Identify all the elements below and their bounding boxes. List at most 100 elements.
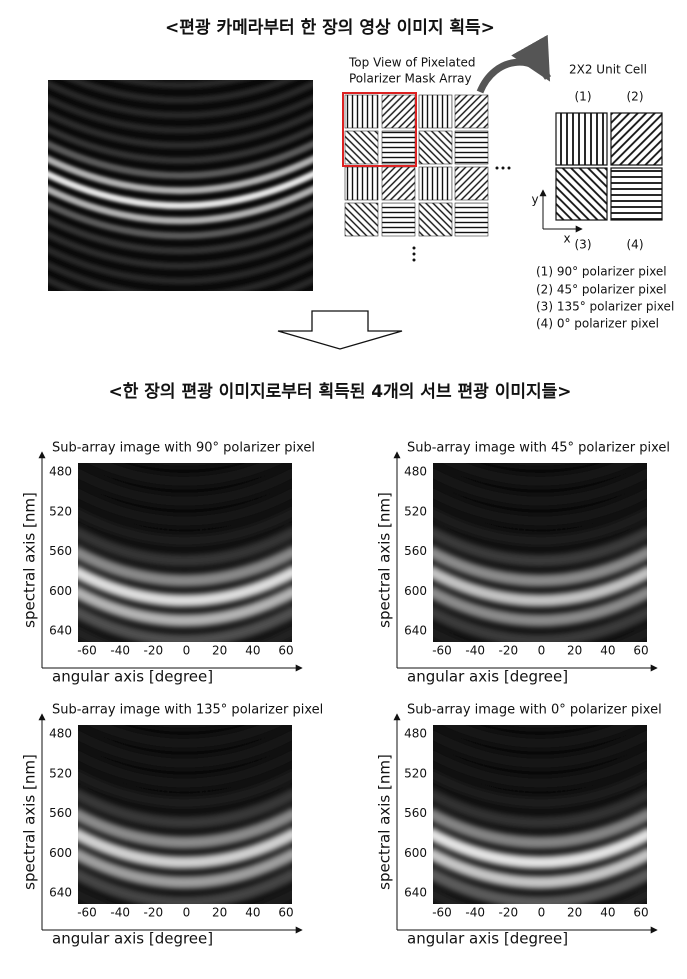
y-tick-label: 480 (49, 465, 72, 479)
fringe (433, 545, 647, 587)
fringe (48, 245, 313, 285)
unit-cell (555, 112, 663, 221)
y-tick-label: 600 (404, 846, 427, 860)
panel: Sub-array image with 45° polarizer pixel… (376, 441, 670, 686)
fringe (78, 867, 292, 904)
fringe-image (73, 411, 297, 642)
fringe (433, 788, 647, 829)
dot (412, 258, 416, 262)
axis-label: x (563, 232, 570, 246)
x-tick-label: -40 (465, 644, 485, 658)
x-tick-label: 40 (245, 644, 260, 658)
fringe (111, 80, 250, 89)
fringe (78, 565, 292, 607)
fringe-image (428, 725, 652, 979)
mask-pixel (454, 94, 489, 129)
fringe (433, 807, 647, 849)
y-tick-label: 520 (404, 504, 427, 518)
fringe-image (433, 463, 647, 642)
fringe (73, 951, 297, 979)
fringe (433, 847, 647, 889)
x-tick-label: 0 (183, 644, 191, 658)
y-axis-label: spectral axis [nm] (376, 492, 394, 628)
mask-pixel (454, 166, 489, 201)
fringe (78, 768, 292, 810)
y-tick-label: 560 (49, 806, 72, 820)
x-tick-label: -40 (110, 644, 130, 658)
mask-pixel (344, 166, 379, 201)
y-tick-label: 640 (49, 624, 72, 638)
fringe (83, 463, 287, 488)
axis-label: y (531, 193, 538, 207)
dot (507, 166, 511, 170)
fringe (48, 95, 313, 134)
legend-item: (3) 135° polarizer pixel (536, 300, 674, 314)
fringes (43, 80, 318, 357)
panel-title: Sub-array image with 45° polarizer pixel (407, 441, 670, 456)
unit-cell-title: 2X2 Unit Cell (569, 63, 647, 77)
y-tick-label: 520 (404, 766, 427, 780)
fringe (78, 827, 292, 869)
y-tick-label: 600 (49, 584, 72, 598)
panels: Sub-array image with 90° polarizer pixel… (21, 411, 670, 979)
x-tick-label: 20 (212, 906, 227, 920)
raw-polarization-image (43, 80, 318, 357)
mask-pixel (381, 166, 416, 201)
fringe (433, 605, 647, 642)
x-tick-label: -60 (432, 906, 452, 920)
x-tick-label: 40 (245, 906, 260, 920)
x-tick-label: 0 (183, 906, 191, 920)
fringe (78, 526, 292, 567)
fringe (43, 323, 318, 357)
y-tick-label: 640 (49, 886, 72, 900)
dot (412, 246, 416, 250)
fringe (428, 951, 652, 979)
x-tick-label: 40 (600, 906, 615, 920)
fringe (48, 170, 313, 210)
fringe (48, 200, 313, 240)
fringes (73, 725, 297, 979)
y-tick-label: 560 (404, 806, 427, 820)
fringe (438, 725, 642, 750)
fringe (433, 585, 647, 627)
x-tick-label: 20 (212, 644, 227, 658)
x-tick-label: -20 (144, 906, 164, 920)
mask-pixel (418, 166, 453, 201)
fringe (433, 867, 647, 904)
y-tick-label: 480 (49, 727, 72, 741)
x-tick-label: 40 (600, 644, 615, 658)
x-tick-label: -20 (144, 644, 164, 658)
ellipsis (412, 166, 511, 262)
fringe (78, 748, 292, 790)
fringe (78, 545, 292, 587)
y-tick-label: 520 (49, 766, 72, 780)
x-tick-label: 60 (278, 906, 293, 920)
fringe (433, 466, 647, 508)
mask-pixel (454, 130, 489, 165)
fringe (73, 411, 297, 441)
panel: Sub-array image with 90° polarizer pixel… (21, 411, 315, 686)
y-tick-label: 600 (404, 584, 427, 598)
x-tick-label: 60 (278, 644, 293, 658)
mask-pixel (344, 94, 379, 129)
mask-pixel (381, 202, 416, 237)
fringe (433, 768, 647, 810)
fringe (433, 748, 647, 790)
cell-label: (3) (575, 238, 592, 252)
y-axis-label: spectral axis [nm] (376, 754, 394, 890)
x-tick-label: 60 (633, 906, 648, 920)
fringe (43, 293, 318, 327)
fringe (78, 466, 292, 508)
fringe (78, 788, 292, 829)
panel: Sub-array image with 0° polarizer pixel 4… (376, 703, 662, 979)
legend-item: (2) 45° polarizer pixel (536, 283, 667, 297)
x-axis-label: angular axis [degree] (407, 930, 568, 948)
section-title: <한 장의 편광 이미지로부터 획득된 4개의 서브 편광 이미지들> (108, 382, 571, 402)
fringe (43, 308, 318, 342)
mask-pixel (454, 202, 489, 237)
x-tick-label: -60 (432, 644, 452, 658)
fringe (65, 80, 296, 104)
shape (555, 167, 608, 221)
fringe (48, 125, 313, 164)
fringe (48, 140, 313, 180)
